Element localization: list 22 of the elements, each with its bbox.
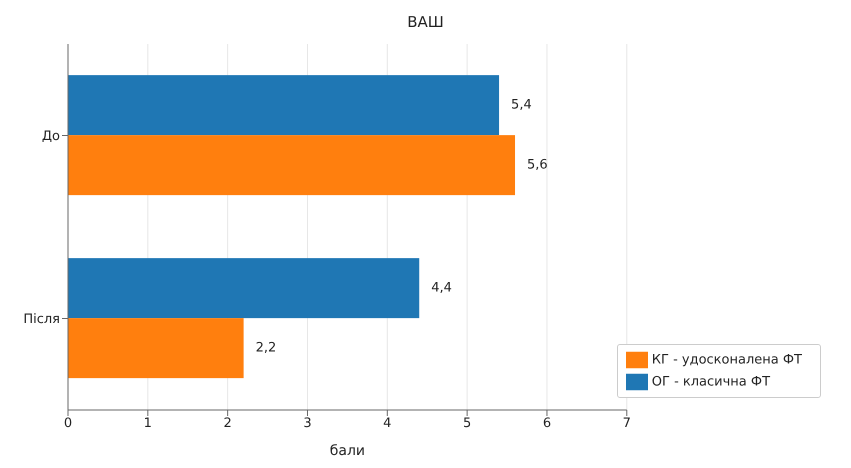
legend-label: КГ - удосконалена ФТ xyxy=(652,352,802,368)
bar xyxy=(68,258,420,318)
data-label: 5,4 xyxy=(511,98,532,113)
bar xyxy=(68,318,244,378)
y-tick-label: До xyxy=(42,129,60,144)
x-axis-title: бали xyxy=(330,443,366,459)
x-tick-label: 4 xyxy=(383,416,392,432)
legend-label: ОГ - класична ФТ xyxy=(652,374,770,390)
bar xyxy=(68,75,500,136)
x-tick-label: 6 xyxy=(542,416,552,432)
x-tick-label: 5 xyxy=(462,416,472,432)
data-label: 4,4 xyxy=(431,280,452,296)
y-tick-label: Після xyxy=(23,312,60,328)
chart-title: ВАШ xyxy=(406,12,445,33)
x-tick-label: 0 xyxy=(64,416,72,432)
bar xyxy=(68,135,516,196)
x-tick-label: 3 xyxy=(303,416,312,432)
data-label: 5,6 xyxy=(527,158,548,173)
data-label: 2,2 xyxy=(256,340,276,356)
x-tick-label: 7 xyxy=(622,416,631,432)
x-tick-label: 2 xyxy=(224,416,232,432)
x-tick-label: 1 xyxy=(144,416,152,432)
